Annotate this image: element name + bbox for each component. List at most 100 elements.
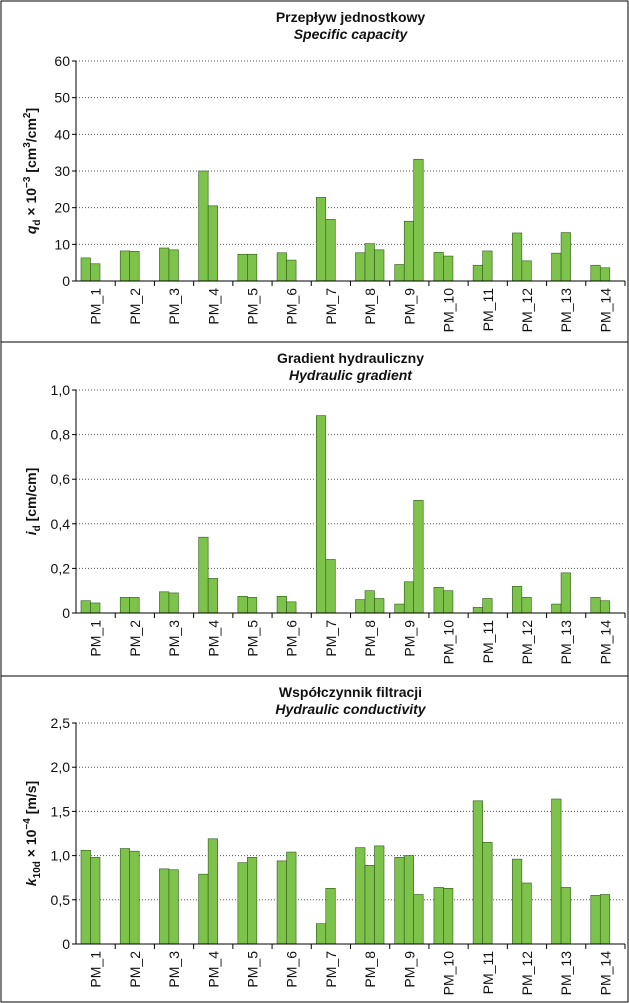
chart-title: Gradient hydrauliczny (277, 350, 424, 366)
bar (560, 887, 571, 945)
y-axis-label-part: 3 (22, 142, 33, 148)
bar (325, 219, 336, 282)
bar (394, 857, 405, 945)
x-tick-label: PM_14 (597, 620, 613, 665)
bar (207, 205, 218, 282)
bar (315, 923, 327, 945)
bar (472, 264, 483, 282)
x-tick-label: PM_11 (480, 951, 496, 995)
x-tick-label: PM_9 (401, 620, 417, 657)
x-tick-label: PM_2 (127, 951, 143, 988)
x-tick-label: PM_7 (323, 620, 339, 657)
bar (512, 585, 523, 614)
bar (237, 595, 248, 614)
y-axis-label-part: [cm (23, 148, 39, 177)
y-tick-label: 2,5 (51, 715, 71, 731)
bar (599, 267, 611, 282)
bar (286, 601, 297, 614)
bar (237, 862, 248, 945)
y-tick-label: 40 (54, 126, 70, 142)
x-tick-label: PM_1 (88, 620, 104, 657)
y-tick-label: 10 (54, 236, 70, 252)
y-axis-label-part: −3 (22, 176, 33, 188)
y-tick-label: 60 (54, 53, 70, 69)
bar (443, 590, 454, 614)
bar (403, 581, 415, 614)
x-tick-label: PM_11 (480, 620, 496, 664)
y-tick-label: 0 (62, 936, 70, 952)
bar (80, 849, 91, 945)
bar (355, 599, 366, 614)
x-tick-label: PM_4 (205, 288, 221, 325)
bar (207, 578, 218, 614)
bar (394, 603, 405, 614)
y-tick-label: 0,8 (51, 427, 71, 443)
x-tick-label: PM_3 (166, 951, 182, 988)
bar (364, 865, 375, 945)
bar (325, 888, 336, 945)
x-tick-label: PM_13 (558, 620, 574, 665)
x-tick-label: PM_12 (519, 620, 535, 665)
y-tick-label: 50 (54, 90, 70, 106)
x-tick-label: PM_10 (441, 620, 457, 665)
bar (394, 264, 405, 282)
x-tick-label: PM_2 (127, 620, 143, 657)
bar (119, 597, 131, 614)
x-tick-label: PM_14 (597, 951, 613, 996)
bar (286, 851, 297, 945)
bar (80, 600, 91, 614)
chart-subtitle: Hydraulic gradient (289, 367, 413, 383)
bar (237, 253, 248, 282)
bar (433, 252, 444, 282)
y-axis-label-part: q (23, 225, 39, 234)
x-tick-label: PM_7 (323, 288, 339, 325)
bar (168, 869, 179, 945)
bar (364, 590, 375, 614)
y-axis-label-part: [cm/cm] (23, 468, 39, 526)
y-tick-label: 30 (54, 163, 70, 179)
y-axis-label-part: [m/s] (23, 781, 39, 818)
bar (551, 252, 562, 282)
bar (90, 602, 101, 614)
bar (325, 559, 336, 614)
x-tick-label: PM_10 (441, 288, 457, 333)
x-tick-label: PM_8 (362, 951, 378, 988)
y-axis-label-part: d (32, 219, 43, 225)
bar (198, 873, 209, 945)
bar (403, 855, 415, 945)
x-tick-label: PM_4 (205, 620, 221, 657)
bar (413, 894, 424, 945)
bar (551, 603, 562, 614)
y-axis-label-part: 2 (22, 112, 33, 118)
y-axis-label-part: 10d (32, 861, 43, 878)
bar (247, 597, 258, 614)
y-axis-label-part: × 10 (23, 829, 39, 861)
bar (403, 220, 415, 282)
y-axis-label-part: × 10 (23, 188, 39, 220)
y-axis-label: k10d × 10−4 [m/s] (22, 781, 43, 886)
x-tick-label: PM_13 (558, 951, 574, 996)
bar (521, 260, 532, 282)
y-tick-label: 0 (62, 273, 70, 289)
bar (276, 252, 287, 282)
bar (198, 536, 209, 614)
x-tick-label: PM_9 (401, 951, 417, 988)
bar (521, 597, 532, 614)
y-axis-label-part: −4 (22, 818, 33, 830)
bar (90, 263, 101, 282)
bar (560, 572, 571, 614)
bar (80, 257, 91, 282)
y-axis-label-part: ] (23, 108, 39, 113)
y-tick-label: 2,0 (51, 759, 71, 775)
y-tick-label: 0 (62, 605, 70, 621)
bar (355, 847, 366, 945)
x-tick-label: PM_13 (558, 288, 574, 333)
x-tick-label: PM_3 (166, 288, 182, 325)
bar (472, 607, 483, 614)
x-tick-label: PM_5 (244, 951, 260, 988)
x-tick-label: PM_6 (284, 620, 300, 657)
bar (413, 500, 424, 614)
bar (315, 197, 327, 282)
x-tick-label: PM_6 (284, 951, 300, 988)
